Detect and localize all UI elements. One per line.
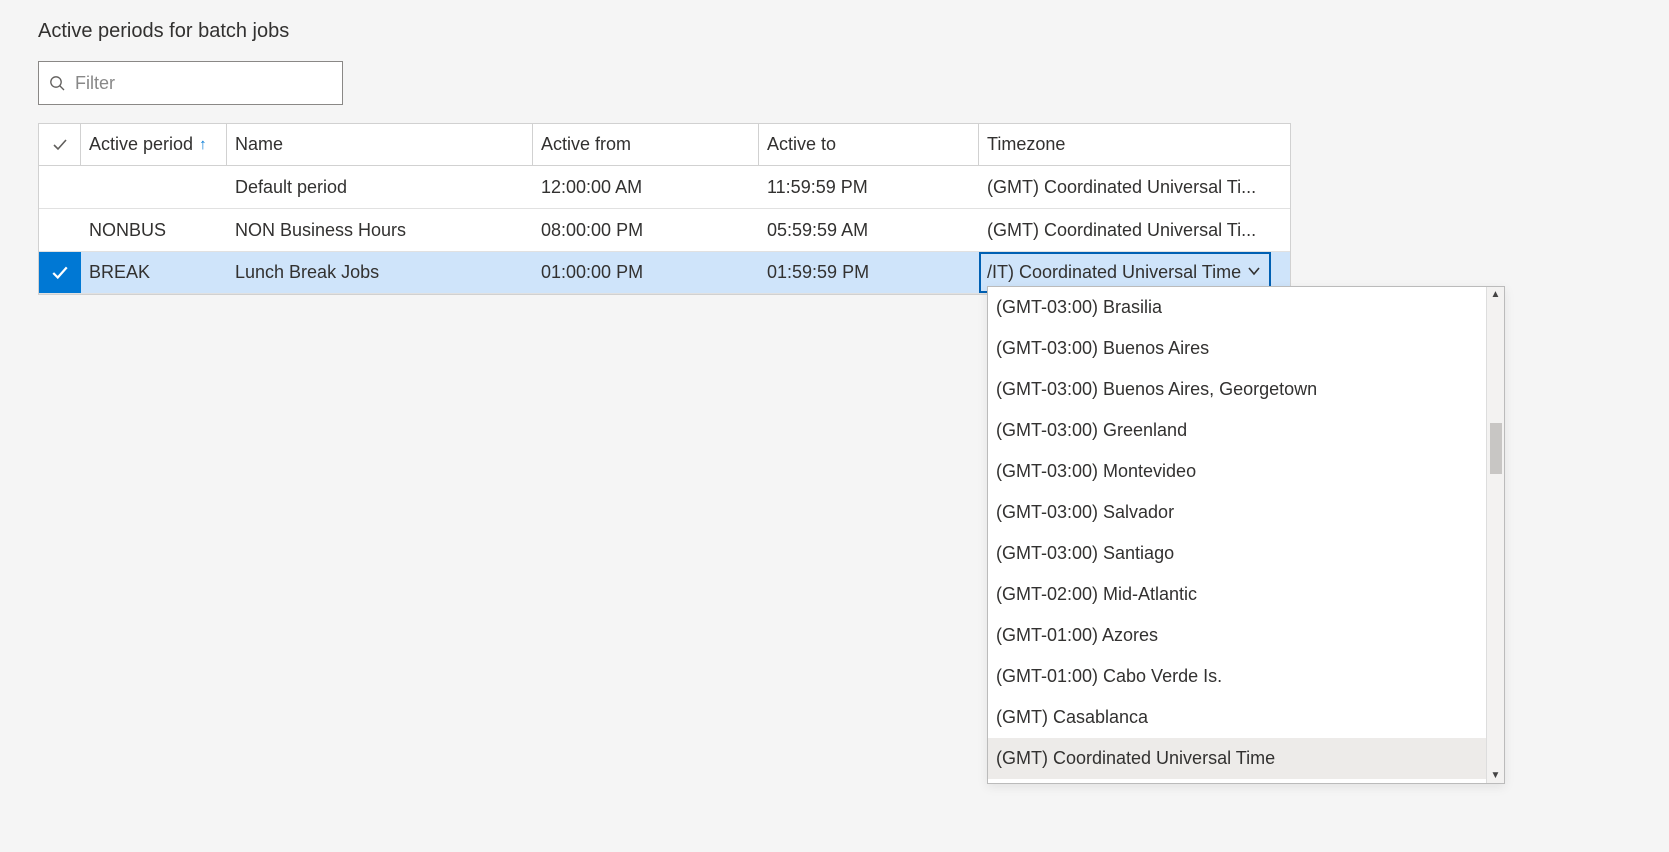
search-icon (49, 75, 65, 91)
timezone-option[interactable]: (GMT) Casablanca (988, 697, 1486, 738)
cell-timezone[interactable]: (GMT) Coordinated Universal Ti... (979, 209, 1283, 251)
col-header-select[interactable] (39, 124, 81, 165)
timezone-option[interactable]: (GMT-03:00) Buenos Aires, Georgetown (988, 369, 1486, 410)
cell-period[interactable]: NONBUS (81, 209, 227, 251)
col-header-label: Active to (767, 134, 836, 155)
col-header-name[interactable]: Name (227, 124, 533, 165)
sort-asc-icon: ↑ (199, 136, 207, 153)
cell-timezone[interactable]: (GMT) Coordinated Universal Ti... (979, 166, 1283, 208)
timezone-dropdown[interactable]: (GMT-03:00) Brasilia(GMT-03:00) Buenos A… (987, 286, 1505, 784)
grid-header-row: Active period ↑ Name Active from Active … (39, 124, 1290, 166)
cell-to[interactable]: 05:59:59 AM (759, 209, 979, 251)
timezone-option[interactable]: (GMT) Coordinated Universal Time (988, 738, 1486, 779)
col-header-label: Name (235, 134, 283, 155)
cell-name[interactable]: NON Business Hours (227, 209, 533, 251)
dropdown-scrollbar[interactable]: ▲ ▼ (1486, 287, 1504, 783)
timezone-option[interactable]: (GMT-02:00) Mid-Atlantic (988, 574, 1486, 615)
timezone-option[interactable]: (GMT-01:00) Azores (988, 615, 1486, 656)
chevron-down-icon (1247, 262, 1261, 283)
scroll-down-icon[interactable]: ▼ (1491, 768, 1501, 783)
cell-to[interactable]: 11:59:59 PM (759, 166, 979, 208)
cell-period[interactable]: BREAK (81, 252, 227, 293)
cell-period[interactable] (81, 166, 227, 208)
table-row[interactable]: NONBUSNON Business Hours08:00:00 PM05:59… (39, 209, 1290, 252)
cell-from[interactable]: 12:00:00 AM (533, 166, 759, 208)
scroll-track[interactable] (1487, 302, 1504, 768)
scroll-up-icon[interactable]: ▲ (1491, 287, 1501, 302)
timezone-option[interactable]: (GMT-01:00) Cabo Verde Is. (988, 656, 1486, 697)
check-icon (52, 137, 68, 153)
timezone-selected-value: /IT) Coordinated Universal Time (987, 262, 1241, 283)
row-select-cell[interactable] (39, 252, 81, 293)
row-select-cell[interactable] (39, 166, 81, 208)
timezone-option[interactable]: (GMT-03:00) Salvador (988, 492, 1486, 533)
col-header-active-from[interactable]: Active from (533, 124, 759, 165)
col-header-active-period[interactable]: Active period ↑ (81, 124, 227, 165)
table-row[interactable]: Default period12:00:00 AM11:59:59 PM(GMT… (39, 166, 1290, 209)
timezone-option[interactable]: (GMT-03:00) Greenland (988, 410, 1486, 451)
row-select-cell[interactable] (39, 209, 81, 251)
col-header-timezone[interactable]: Timezone (979, 124, 1283, 165)
cell-name[interactable]: Lunch Break Jobs (227, 252, 533, 293)
data-grid: Active period ↑ Name Active from Active … (38, 123, 1291, 295)
check-icon (51, 264, 69, 282)
grid-body: Default period12:00:00 AM11:59:59 PM(GMT… (39, 166, 1290, 294)
dropdown-list: (GMT-03:00) Brasilia(GMT-03:00) Buenos A… (988, 287, 1486, 783)
col-header-label: Active period (89, 134, 193, 155)
cell-name[interactable]: Default period (227, 166, 533, 208)
page-title: Active periods for batch jobs (38, 20, 1631, 43)
cell-to[interactable]: 01:59:59 PM (759, 252, 979, 293)
cell-from[interactable]: 08:00:00 PM (533, 209, 759, 251)
scroll-thumb[interactable] (1490, 423, 1502, 474)
cell-from[interactable]: 01:00:00 PM (533, 252, 759, 293)
timezone-option[interactable]: (GMT-03:00) Montevideo (988, 451, 1486, 492)
col-header-label: Timezone (987, 134, 1065, 155)
col-header-label: Active from (541, 134, 631, 155)
timezone-option[interactable]: (GMT-03:00) Santiago (988, 533, 1486, 574)
filter-input[interactable] (73, 72, 332, 95)
col-header-active-to[interactable]: Active to (759, 124, 979, 165)
filter-box[interactable] (38, 61, 343, 105)
timezone-option[interactable]: (GMT-03:00) Buenos Aires (988, 328, 1486, 369)
timezone-option[interactable]: (GMT-03:00) Brasilia (988, 287, 1486, 328)
page-root: Active periods for batch jobs Active per… (0, 0, 1669, 315)
